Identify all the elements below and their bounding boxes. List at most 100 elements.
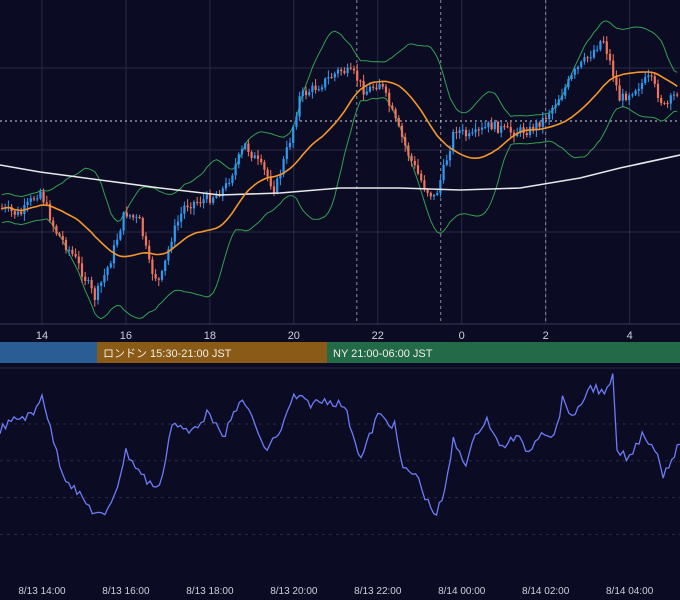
candle-body: [74, 253, 77, 257]
candle-body: [372, 86, 375, 88]
candle-body: [509, 127, 512, 133]
candle-body: [512, 132, 516, 137]
candle-body: [52, 220, 55, 227]
candle-body: [128, 215, 132, 217]
candle-body: [560, 95, 564, 100]
candle-body: [61, 235, 64, 241]
candle-body: [55, 226, 58, 234]
candle-body: [493, 121, 496, 130]
candle-body: [612, 60, 615, 77]
candle-body: [496, 121, 500, 133]
candle-body: [260, 158, 263, 163]
candle-body: [356, 70, 359, 81]
candle-body: [176, 221, 180, 226]
candle-body: [589, 57, 592, 59]
candle-body: [256, 155, 260, 159]
price-x-tick-label: 18: [204, 330, 216, 342]
oscillator-x-tick-label: 8/14 02:00: [522, 586, 570, 597]
candle-body: [93, 288, 96, 300]
candle-body: [669, 95, 672, 104]
candle-body: [173, 225, 176, 242]
candle-body: [157, 278, 160, 280]
candle-body: [650, 75, 653, 77]
session-ny: [327, 342, 680, 363]
candle-body: [634, 90, 637, 95]
candle-body: [580, 61, 583, 67]
candle-body: [400, 125, 404, 137]
candle-body: [477, 129, 480, 131]
candle-body: [311, 85, 314, 93]
candle-body: [167, 249, 170, 261]
candle-body: [212, 197, 215, 203]
candle-body: [119, 230, 122, 240]
candle-body: [439, 180, 442, 193]
candle-body: [132, 215, 135, 218]
candle-body: [583, 57, 586, 62]
candle-body: [352, 68, 356, 71]
candle-body: [320, 87, 324, 90]
candle-body: [39, 191, 42, 199]
candle-body: [141, 218, 144, 237]
candle-body: [125, 212, 128, 217]
candle-body: [208, 194, 212, 203]
candle-body: [77, 256, 80, 264]
candle-body: [64, 240, 68, 250]
candle-body: [263, 162, 266, 170]
candle-body: [391, 105, 394, 110]
candle-body: [269, 176, 272, 187]
candle-body: [487, 122, 490, 128]
candle-body: [151, 259, 154, 274]
candle-body: [154, 273, 157, 279]
candle-body: [32, 198, 36, 200]
oscillator-x-tick-label: 8/13 22:00: [354, 586, 402, 597]
candle-body: [557, 99, 560, 105]
candle-body: [308, 92, 311, 96]
candle-body: [16, 211, 20, 215]
price-x-axis: 14 16 18 20 22 0 2 4: [36, 330, 633, 342]
candle-body: [100, 282, 103, 286]
candle-body: [426, 189, 429, 193]
candle-body: [660, 98, 663, 104]
candle-body: [250, 152, 253, 158]
candle-body: [490, 122, 493, 130]
oscillator-x-tick-label: 8/14 04:00: [606, 586, 654, 597]
candle-body: [199, 202, 202, 204]
candle-body: [122, 212, 125, 231]
candle-body: [237, 154, 240, 165]
candle-body: [135, 216, 138, 218]
candle-body: [554, 104, 557, 108]
candle-body: [266, 169, 269, 177]
candle-body: [253, 155, 256, 158]
candle-body: [336, 69, 340, 74]
candle-body: [45, 202, 48, 204]
candle-body: [202, 199, 205, 204]
session-london: [97, 342, 327, 363]
candle-body: [378, 84, 381, 89]
candle-body: [573, 68, 576, 75]
candle-body: [186, 205, 189, 208]
slow-moving-average-line: [0, 154, 680, 196]
candle-body: [327, 77, 330, 79]
candle-body: [340, 69, 343, 72]
price-x-tick-label: 14: [36, 330, 48, 342]
candle-body: [448, 151, 452, 161]
candle-body: [138, 216, 141, 219]
oscillator-x-tick-label: 8/14 00:00: [438, 586, 486, 597]
candle-body: [324, 78, 327, 88]
candle-body: [192, 201, 196, 209]
session-ny-label: NY 21:00-06:00 JST: [333, 348, 433, 360]
candle-body: [106, 267, 109, 276]
candle-body: [231, 175, 234, 184]
candle-body: [676, 94, 679, 96]
candle-body: [388, 92, 391, 106]
candle-body: [279, 174, 282, 179]
candle-body: [442, 164, 445, 181]
candle-body: [628, 95, 631, 101]
oscillator-x-tick-label: 8/13 16:00: [102, 586, 150, 597]
candle-body: [90, 280, 93, 289]
candle-body: [116, 239, 119, 246]
candle-body: [455, 131, 458, 133]
candle-body: [20, 211, 23, 215]
candle-body: [240, 148, 244, 155]
candle-body: [71, 249, 74, 254]
